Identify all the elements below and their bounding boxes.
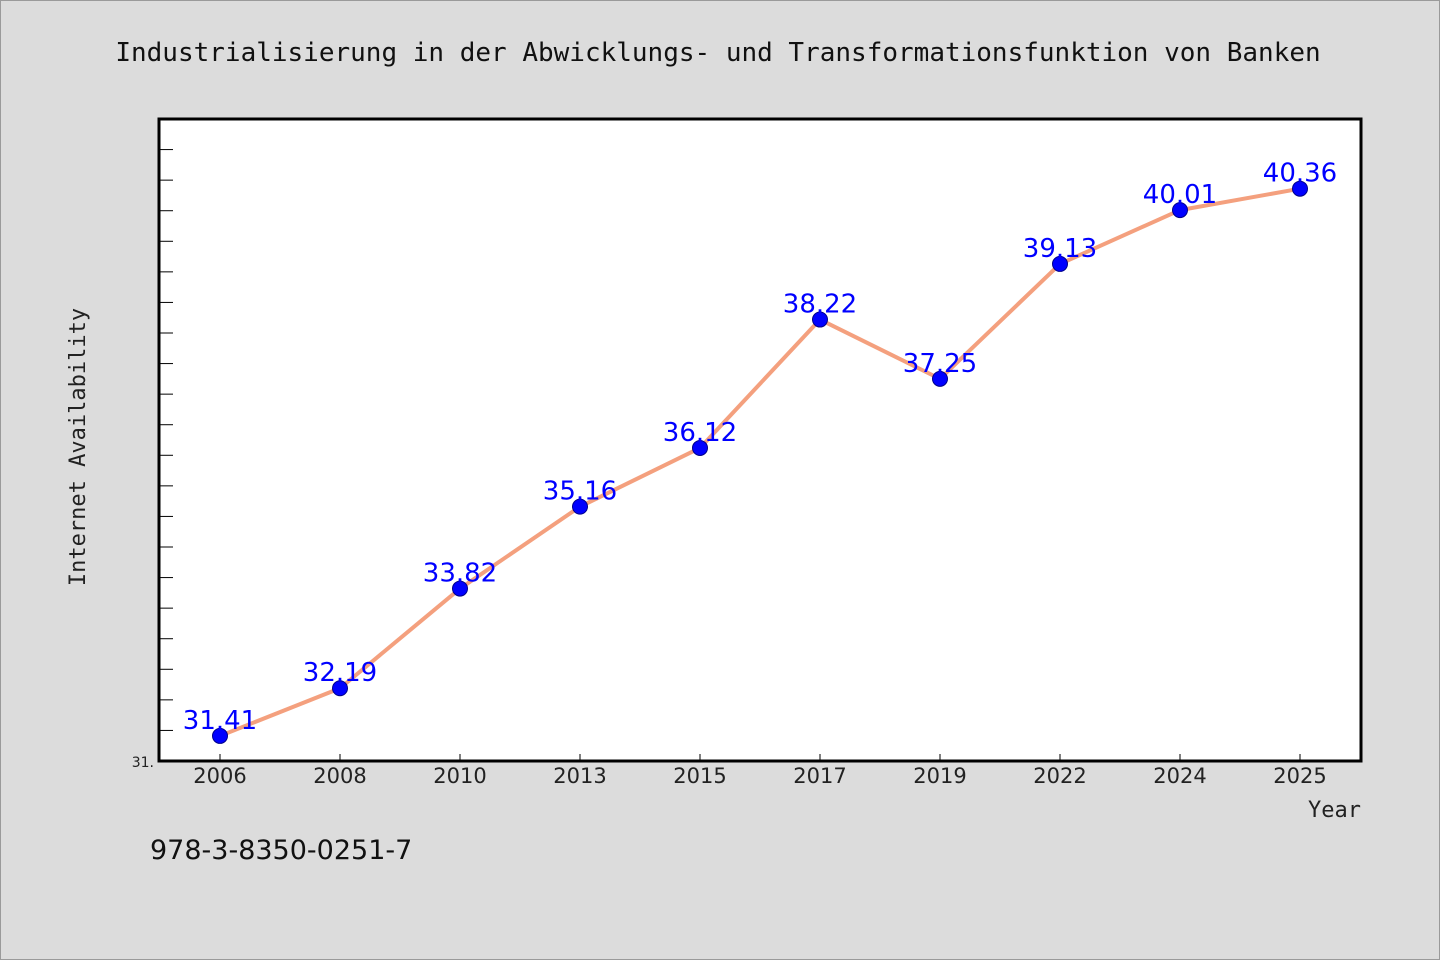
x-tick-label: 2013 bbox=[553, 764, 606, 788]
plot-area bbox=[157, 117, 1363, 763]
data-point bbox=[212, 727, 228, 744]
data-point bbox=[812, 311, 828, 328]
y-axis-ticks bbox=[159, 118, 173, 762]
data-label: 36.12 bbox=[663, 418, 737, 448]
data-point bbox=[1052, 255, 1068, 272]
x-tick-label: 2022 bbox=[1033, 764, 1086, 788]
data-label: 39.13 bbox=[1023, 234, 1097, 264]
data-label: 35.16 bbox=[543, 477, 617, 507]
data-label: 37.25 bbox=[903, 349, 977, 379]
data-point bbox=[1172, 202, 1188, 219]
x-tick-label: 2024 bbox=[1153, 764, 1206, 788]
isbn-text: 978-3-8350-0251-7 bbox=[150, 835, 413, 866]
series-line bbox=[219, 186, 1301, 738]
data-point bbox=[692, 439, 708, 456]
x-tick-label: 2006 bbox=[193, 764, 246, 788]
data-label: 32.19 bbox=[303, 658, 377, 688]
data-point bbox=[452, 580, 468, 597]
data-label: 33.82 bbox=[423, 559, 497, 589]
data-labels: 31.41 32.19 33.82 35.16 36.12 38.22 37.25 39.13… bbox=[183, 159, 1337, 736]
data-label: 38.22 bbox=[783, 290, 857, 320]
x-tick-label: 2019 bbox=[913, 764, 966, 788]
x-axis-label: Year bbox=[1308, 798, 1361, 823]
data-point bbox=[572, 498, 588, 515]
x-tick-label: 2017 bbox=[793, 764, 846, 788]
chart-title: Industrialisierung in der Abwicklungs- u… bbox=[115, 38, 1320, 68]
data-label: 40.01 bbox=[1143, 180, 1217, 210]
data-point bbox=[932, 370, 948, 387]
data-point bbox=[1292, 180, 1308, 197]
series-markers bbox=[212, 180, 1308, 744]
x-tick-label: 2010 bbox=[433, 764, 486, 788]
data-label: 40.36 bbox=[1263, 159, 1337, 189]
x-tick-label: 2008 bbox=[313, 764, 366, 788]
x-tick-label: 2015 bbox=[673, 764, 726, 788]
x-tick-label: 2025 bbox=[1273, 764, 1326, 788]
data-point bbox=[332, 680, 348, 697]
data-label: 31.41 bbox=[183, 706, 257, 736]
y-tick-label: 31. bbox=[132, 755, 154, 771]
y-axis-label: Internet Availability bbox=[66, 308, 91, 586]
x-axis-ticks: 2006 2008 2010 2013 2015 2017 2019 2022 2024 2025 bbox=[193, 754, 1327, 788]
